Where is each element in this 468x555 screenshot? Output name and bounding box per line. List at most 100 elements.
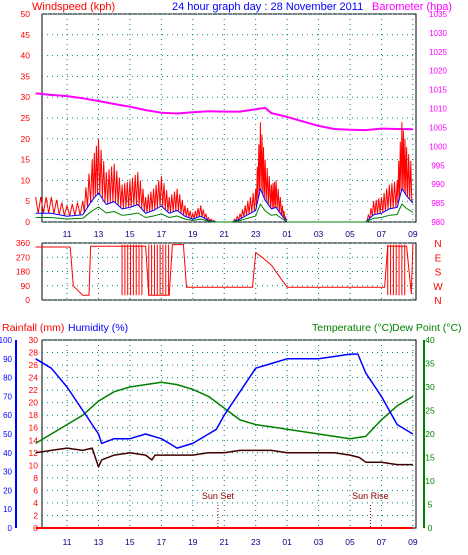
baro-tick-label: 1015 — [429, 86, 447, 95]
direction-tick-label: 270 — [16, 252, 30, 262]
rain-tick-label: 30 — [3, 468, 12, 477]
baro-tick-label: 1010 — [429, 105, 447, 114]
bot-x-tick-label: 01 — [282, 537, 292, 547]
wind-direction-line — [35, 243, 414, 296]
bot-x-tick-label: 13 — [94, 537, 104, 547]
top-frame — [41, 13, 417, 223]
baro-tick-label: 1030 — [429, 29, 447, 38]
top-x-tick-label: 19 — [188, 229, 198, 239]
humidity-tick-label: 14 — [29, 435, 39, 445]
wind-tick-label: 40 — [21, 51, 31, 61]
wind-tick-label: 30 — [21, 92, 31, 102]
baro-tick-label: 1025 — [429, 48, 447, 57]
humidity-tick-label: 24 — [29, 373, 39, 383]
bot-x-tick-label: 05 — [345, 537, 355, 547]
wind-tick-label: 0 — [25, 217, 30, 227]
temperature-line — [35, 381, 414, 445]
bot-x-tick-label: 15 — [125, 537, 135, 547]
rain-tick-label: 0 — [8, 524, 13, 533]
humidity-tick-label: 28 — [29, 348, 39, 358]
temp-tick-label: 20 — [425, 429, 435, 439]
top-x-tick-label: 11 — [63, 229, 72, 239]
bot-x-tick-label: 17 — [157, 537, 167, 547]
humidity-tick-label: 6 — [33, 485, 38, 495]
wind-axis-title: Windspeed (kph) — [32, 1, 115, 13]
top-x-tick-label: 05 — [345, 229, 355, 239]
humidity-tick-label: 30 — [29, 335, 39, 345]
rain-tick-label: 50 — [3, 430, 12, 439]
humidity-tick-label: 8 — [33, 473, 38, 483]
top-x-tick-label: 15 — [125, 229, 135, 239]
wind-tick-label: 5 — [25, 196, 30, 206]
temp-tick-label: 35 — [425, 359, 435, 369]
humidity-tick-label: 2 — [33, 510, 38, 520]
direction-tick-label: 0 — [25, 295, 30, 305]
wind-series — [35, 122, 414, 223]
gust-blue-line — [35, 188, 414, 223]
mid-frame — [41, 242, 417, 301]
temp-tick-label: 40 — [425, 335, 435, 345]
compass-label: N — [434, 239, 441, 250]
temp-tick-label: 0 — [428, 523, 433, 533]
bot-x-tick-label: 23 — [251, 537, 261, 547]
bot-x-tick-label: 03 — [314, 537, 324, 547]
humidity-tick-label: 4 — [33, 498, 38, 508]
sunset-label: Sun Set — [202, 491, 235, 501]
humidity-tick-label: 22 — [29, 385, 39, 395]
baro-tick-label: 1000 — [429, 142, 447, 151]
dew-axis-title: Dew Point (°C) — [392, 322, 462, 334]
top-x-tick-label: 23 — [251, 229, 261, 239]
humidity-tick-label: 12 — [29, 448, 39, 458]
wind-tick-label: 45 — [21, 30, 31, 40]
temp-tick-label: 5 — [428, 500, 433, 510]
rain-tick-label: 80 — [3, 374, 12, 383]
wind-tick-label: 50 — [21, 9, 31, 19]
baro-axis-title: Barometer (hpa) — [372, 1, 452, 13]
top-x-tick-label: 13 — [94, 229, 104, 239]
wind-tick-label: 35 — [21, 71, 31, 81]
humidity-line — [35, 353, 414, 449]
top-x-tick-label: 17 — [157, 229, 167, 239]
temp-tick-label: 30 — [425, 382, 435, 392]
wind-tick-label: 15 — [21, 155, 31, 165]
rain-tick-label: 70 — [3, 392, 12, 401]
compass-label: W — [433, 282, 443, 293]
rain-tick-label: 20 — [3, 486, 12, 495]
compass-label: S — [435, 268, 442, 279]
gust-green-line — [35, 203, 414, 223]
chart-title: 24 hour graph day : 28 November 2011 — [172, 1, 363, 13]
wind-baro-panel: 0510152025303540455098098599099510001005… — [21, 9, 448, 239]
rain-tick-label: 90 — [3, 355, 12, 364]
humidity-tick-label: 18 — [29, 410, 39, 420]
baro-tick-label: 995 — [431, 161, 445, 170]
rain-tick-label: 10 — [3, 505, 12, 514]
top-x-tick-label: 07 — [377, 229, 387, 239]
top-x-tick-label: 03 — [314, 229, 324, 239]
humidity-axis-title: Humidity (%) — [68, 322, 128, 334]
top-x-tick-label: 09 — [408, 229, 418, 239]
sunrise-label: Sun Rise — [352, 491, 389, 501]
direction-tick-label: 180 — [16, 267, 30, 277]
temp-tick-label: 15 — [425, 453, 435, 463]
bot-x-tick-label: 21 — [220, 537, 230, 547]
baro-tick-label: 1020 — [429, 67, 447, 76]
compass-label: E — [435, 253, 442, 264]
wind-tick-label: 10 — [21, 175, 31, 185]
humidity-tick-label: 10 — [29, 460, 39, 470]
temp-axis-title: Temperature (°C) — [312, 322, 393, 334]
dewpoint-line — [35, 447, 413, 468]
baro-tick-label: 1005 — [429, 123, 447, 132]
windspeed-line — [35, 122, 413, 223]
compass-label: N — [434, 296, 441, 307]
baro-tick-label: 980 — [431, 218, 445, 227]
wind-tick-label: 25 — [21, 113, 31, 123]
direction-tick-label: 360 — [16, 238, 30, 248]
baro-tick-label: 1035 — [429, 10, 447, 19]
bot-x-tick-label: 19 — [188, 537, 198, 547]
bot-x-tick-label: 11 — [63, 537, 72, 547]
temp-tick-label: 10 — [425, 476, 435, 486]
bot-x-tick-label: 09 — [408, 537, 418, 547]
